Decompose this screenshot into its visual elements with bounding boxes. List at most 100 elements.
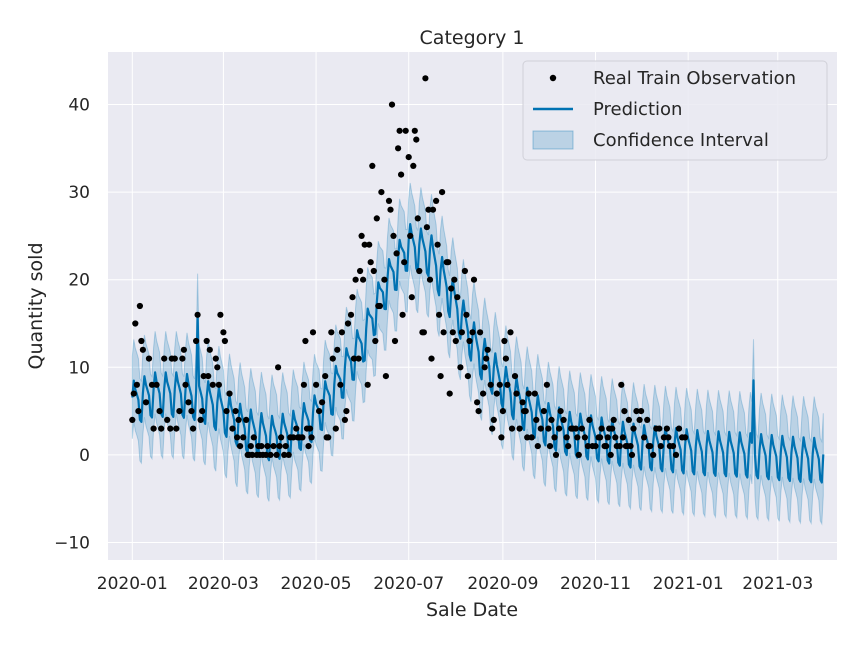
observation-point bbox=[641, 434, 648, 441]
observation-point bbox=[217, 311, 224, 318]
observation-point bbox=[480, 390, 487, 397]
observation-point bbox=[607, 451, 614, 458]
observation-point bbox=[390, 232, 397, 239]
observation-point bbox=[369, 162, 376, 169]
observation-point bbox=[477, 329, 484, 336]
observation-point bbox=[448, 285, 455, 292]
observation-point bbox=[522, 408, 529, 415]
legend-label-confidence: Confidence Interval bbox=[593, 130, 769, 151]
observation-point bbox=[308, 434, 315, 441]
observation-point bbox=[628, 451, 636, 458]
observation-point bbox=[316, 408, 323, 415]
observation-point bbox=[193, 337, 200, 345]
observation-point bbox=[638, 408, 645, 415]
observation-point bbox=[574, 434, 581, 441]
observation-point bbox=[199, 408, 206, 415]
observation-point bbox=[524, 434, 531, 441]
legend-dots-marker bbox=[549, 74, 557, 82]
x-axis-ticks: 2020-01 2020-03 2020-05 2020-07 2020-09 2020-… bbox=[97, 574, 813, 594]
y-axis-label: Quantity sold bbox=[25, 242, 47, 369]
observation-point bbox=[464, 373, 471, 380]
observation-point bbox=[305, 443, 312, 450]
observation-point bbox=[499, 408, 506, 415]
observation-point bbox=[350, 355, 358, 362]
observation-point bbox=[665, 434, 672, 441]
observation-point bbox=[451, 276, 458, 283]
observation-point bbox=[164, 416, 171, 423]
observation-point bbox=[399, 311, 406, 318]
observation-point bbox=[672, 451, 680, 458]
observation-point bbox=[656, 425, 663, 432]
observation-point bbox=[457, 364, 464, 371]
observation-point bbox=[619, 434, 627, 441]
observation-point bbox=[452, 337, 459, 345]
observation-point bbox=[278, 434, 285, 441]
observation-point bbox=[221, 337, 228, 345]
observation-point bbox=[423, 224, 430, 231]
observation-point bbox=[385, 197, 393, 204]
observation-point bbox=[469, 329, 476, 336]
observation-point bbox=[325, 434, 332, 441]
observation-point bbox=[153, 381, 160, 388]
observation-point bbox=[341, 416, 348, 423]
observation-point bbox=[171, 355, 178, 362]
observation-point bbox=[420, 329, 427, 336]
y-axis-ticks: −10 0 10 20 30 40 bbox=[54, 96, 90, 554]
observation-point bbox=[516, 425, 523, 432]
observation-point bbox=[675, 425, 683, 432]
observation-point bbox=[194, 311, 201, 318]
observation-point bbox=[203, 337, 210, 345]
observation-point bbox=[220, 329, 227, 336]
observation-point bbox=[413, 136, 420, 143]
observation-point bbox=[490, 416, 497, 423]
observation-point bbox=[428, 355, 435, 362]
observation-point bbox=[270, 443, 277, 450]
observation-point bbox=[543, 381, 551, 388]
observation-point bbox=[513, 390, 520, 397]
x-tick-label: 2020-07 bbox=[373, 574, 444, 594]
observation-point bbox=[205, 373, 212, 380]
observation-point bbox=[267, 451, 274, 458]
observation-point bbox=[234, 434, 241, 441]
observation-point bbox=[388, 101, 396, 108]
observation-point bbox=[357, 267, 364, 275]
x-tick-label: 2020-01 bbox=[97, 574, 168, 594]
observation-point bbox=[598, 425, 605, 432]
observation-point bbox=[437, 373, 444, 380]
observation-point bbox=[498, 434, 505, 441]
observation-point bbox=[647, 443, 654, 450]
observation-point bbox=[556, 425, 563, 432]
observation-point bbox=[401, 259, 408, 266]
observation-point bbox=[223, 408, 230, 415]
observation-point bbox=[551, 434, 558, 441]
observation-point bbox=[584, 443, 592, 450]
observation-point bbox=[475, 408, 482, 415]
y-tick-label: 30 bbox=[68, 183, 90, 203]
observation-point bbox=[237, 443, 244, 450]
observation-point bbox=[466, 337, 473, 345]
observation-point bbox=[158, 425, 165, 432]
observation-point bbox=[440, 329, 447, 336]
observation-point bbox=[185, 399, 192, 406]
observation-point bbox=[393, 250, 400, 257]
observation-point bbox=[299, 434, 306, 441]
observation-point bbox=[136, 302, 143, 310]
observation-point bbox=[496, 381, 503, 388]
observation-point bbox=[372, 337, 379, 345]
observation-point bbox=[173, 425, 180, 432]
observation-point bbox=[133, 381, 140, 388]
observation-point bbox=[408, 294, 415, 301]
observation-point bbox=[370, 267, 377, 275]
observation-point bbox=[235, 416, 242, 423]
observation-point bbox=[531, 390, 538, 397]
observation-point bbox=[402, 127, 409, 134]
observation-point bbox=[484, 346, 491, 353]
observation-point bbox=[563, 434, 570, 441]
x-tick-label: 2020-05 bbox=[281, 574, 352, 594]
observation-point bbox=[250, 434, 257, 441]
observation-point bbox=[240, 434, 247, 441]
x-tick-label: 2021-03 bbox=[742, 574, 813, 594]
observation-point bbox=[343, 408, 350, 415]
observation-point bbox=[232, 408, 239, 415]
